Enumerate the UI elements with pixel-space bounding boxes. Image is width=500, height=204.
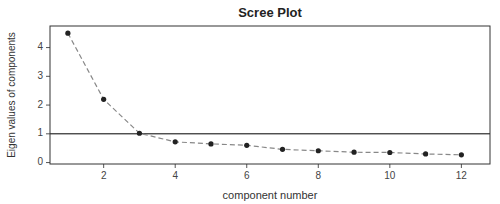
reference-line bbox=[50, 133, 490, 134]
x-tick bbox=[389, 164, 390, 168]
point bbox=[351, 150, 356, 155]
y-tick-label: 2 bbox=[37, 99, 43, 110]
x-tick bbox=[175, 164, 176, 168]
point bbox=[459, 152, 464, 157]
y-tick-label: 3 bbox=[37, 70, 43, 81]
point bbox=[423, 151, 428, 156]
x-tick bbox=[246, 164, 247, 168]
x-tick-label: 8 bbox=[316, 170, 322, 181]
point bbox=[387, 150, 392, 155]
plot-frame bbox=[50, 26, 490, 164]
x-tick-label: 6 bbox=[244, 170, 250, 181]
y-axis: 0 1 2 3 4 bbox=[37, 41, 50, 167]
y-tick bbox=[46, 47, 50, 48]
x-axis-label: component number bbox=[223, 189, 318, 201]
plot-area bbox=[50, 31, 490, 158]
title: Scree Plot bbox=[238, 5, 302, 20]
y-axis-label: Eigen values of components bbox=[6, 32, 17, 158]
point bbox=[208, 141, 213, 146]
point bbox=[65, 31, 70, 36]
x-tick-label: 10 bbox=[384, 170, 396, 181]
y-tick bbox=[46, 162, 50, 163]
x-tick bbox=[318, 164, 319, 168]
y-tick-label: 0 bbox=[37, 156, 43, 167]
point bbox=[244, 143, 249, 148]
point bbox=[101, 97, 106, 102]
x-tick bbox=[461, 164, 462, 168]
point bbox=[316, 148, 321, 153]
x-tick-label: 2 bbox=[101, 170, 107, 181]
x-tick-label: 12 bbox=[456, 170, 468, 181]
y-tick bbox=[46, 76, 50, 77]
y-tick-label: 4 bbox=[37, 41, 43, 52]
point bbox=[173, 139, 178, 144]
chart: Scree Plot component number Eigen values o… bbox=[0, 0, 500, 204]
point bbox=[137, 131, 142, 136]
x-tick-label: 4 bbox=[172, 170, 178, 181]
line bbox=[68, 33, 461, 155]
point bbox=[280, 147, 285, 152]
y-tick-label: 1 bbox=[37, 127, 43, 138]
x-tick bbox=[103, 164, 104, 168]
x-axis: 2 4 6 8 10 12 bbox=[101, 164, 468, 181]
y-tick bbox=[46, 105, 50, 106]
y-tick bbox=[46, 133, 50, 134]
